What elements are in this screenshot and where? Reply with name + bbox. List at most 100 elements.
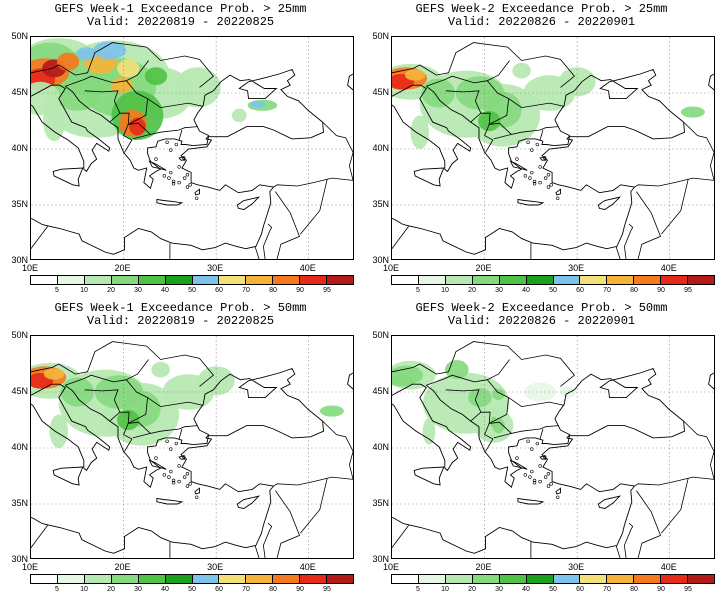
coastlines [392, 68, 714, 255]
country-border [132, 433, 151, 439]
colorbar-swatch [219, 276, 247, 284]
country-border [445, 90, 482, 123]
country-border [254, 545, 260, 558]
colorbar-label: 30 [495, 287, 503, 294]
colorbar-swatch [31, 276, 58, 284]
colorbar-swatch [219, 575, 247, 583]
colorbar-swatch [499, 575, 527, 583]
colorbar-label: 95 [323, 586, 331, 593]
colorbar-swatch [553, 276, 581, 284]
island [177, 464, 181, 468]
coastline [31, 383, 111, 472]
probability-blob [174, 67, 221, 108]
coastline [52, 167, 84, 187]
latitude-label: 50N [11, 31, 28, 41]
island [538, 464, 542, 468]
colorbar-swatch [580, 276, 608, 284]
graticule [392, 336, 714, 558]
colorbar-swatch [688, 575, 715, 583]
longitude-label: 30E [207, 562, 224, 572]
country-border [262, 522, 273, 558]
country-border [31, 226, 49, 250]
island [549, 482, 553, 486]
country-border [486, 80, 565, 109]
island [532, 478, 537, 483]
probability-field [392, 62, 705, 149]
panel-title: GEFS Week-2 Exceedance Prob. > 25mm [415, 2, 668, 16]
island [182, 475, 187, 479]
probability-blob [60, 377, 94, 407]
panel-title: GEFS Week-2 Exceedance Prob. > 50mm [415, 301, 668, 315]
map-panel-w2-25: GEFS Week-2 Exceedance Prob. > 25mm Valid… [361, 0, 722, 299]
colorbar [30, 275, 354, 285]
island [530, 170, 534, 175]
colorbar-label: 90 [296, 287, 304, 294]
island [185, 484, 190, 488]
country-border [539, 129, 544, 141]
island [169, 469, 173, 474]
latitude-label: 30N [11, 554, 28, 564]
country-border [275, 490, 301, 558]
probability-blob [468, 388, 492, 408]
graticule [31, 37, 353, 259]
longitude-label: 30E [568, 263, 585, 273]
colorbar-label: 5 [55, 586, 59, 593]
longitude-label: 30E [568, 562, 585, 572]
colorbar-swatch [300, 276, 328, 284]
probability-blob [43, 368, 65, 380]
colorbar-label: 50 [549, 586, 557, 593]
island [195, 495, 199, 499]
country-border [484, 397, 509, 452]
coastline [517, 497, 545, 505]
colorbar-swatch [84, 575, 112, 583]
latitude-label: 40N [11, 143, 28, 153]
island [169, 447, 173, 451]
island [171, 478, 176, 483]
probability-blob [560, 386, 576, 398]
island [543, 156, 547, 160]
country-border [615, 545, 621, 558]
island [185, 185, 190, 189]
map-panel-w1-50: GEFS Week-1 Exceedance Prob. > 50mm Valid… [0, 299, 361, 598]
island [195, 196, 199, 200]
latitude-label: 45N [372, 87, 389, 97]
island [515, 157, 519, 161]
colorbar-swatch [138, 276, 166, 284]
island [556, 196, 560, 200]
island [543, 176, 548, 180]
panel-valid-dates: Valid: 20220819 - 20220825 [86, 314, 275, 328]
island [169, 148, 173, 152]
probability-blob [404, 69, 426, 81]
colorbar-label: 40 [161, 586, 169, 593]
colorbar-swatch [607, 575, 635, 583]
probability-blob [144, 67, 168, 86]
coastline [236, 495, 261, 509]
country-border [275, 191, 301, 259]
country-border [493, 134, 512, 140]
country-border [125, 80, 204, 109]
country-border [636, 490, 662, 558]
colorbar-swatch [499, 276, 527, 284]
colorbar-swatch [111, 276, 139, 284]
map-panel-w2-50: GEFS Week-2 Exceedance Prob. > 50mm Valid… [361, 299, 722, 598]
island [515, 456, 519, 460]
panel-valid-dates: Valid: 20220819 - 20220825 [86, 15, 275, 29]
island [526, 140, 530, 144]
latitude-label: 50N [372, 31, 389, 41]
colorbar-label: 95 [684, 287, 692, 294]
colorbar-swatch [57, 575, 85, 583]
coastline [597, 196, 622, 210]
island [185, 472, 190, 476]
latitude-label: 50N [11, 330, 28, 340]
coastline [597, 495, 622, 509]
colorbar-label: 40 [522, 287, 530, 294]
island [543, 475, 548, 479]
coastline [392, 383, 472, 472]
colorbar-label: 95 [684, 586, 692, 593]
country-border [84, 389, 121, 422]
probability-blob [54, 75, 101, 111]
colorbar-swatch [445, 276, 473, 284]
island [546, 472, 551, 476]
latitude-label: 40N [372, 442, 389, 452]
island [154, 157, 158, 161]
